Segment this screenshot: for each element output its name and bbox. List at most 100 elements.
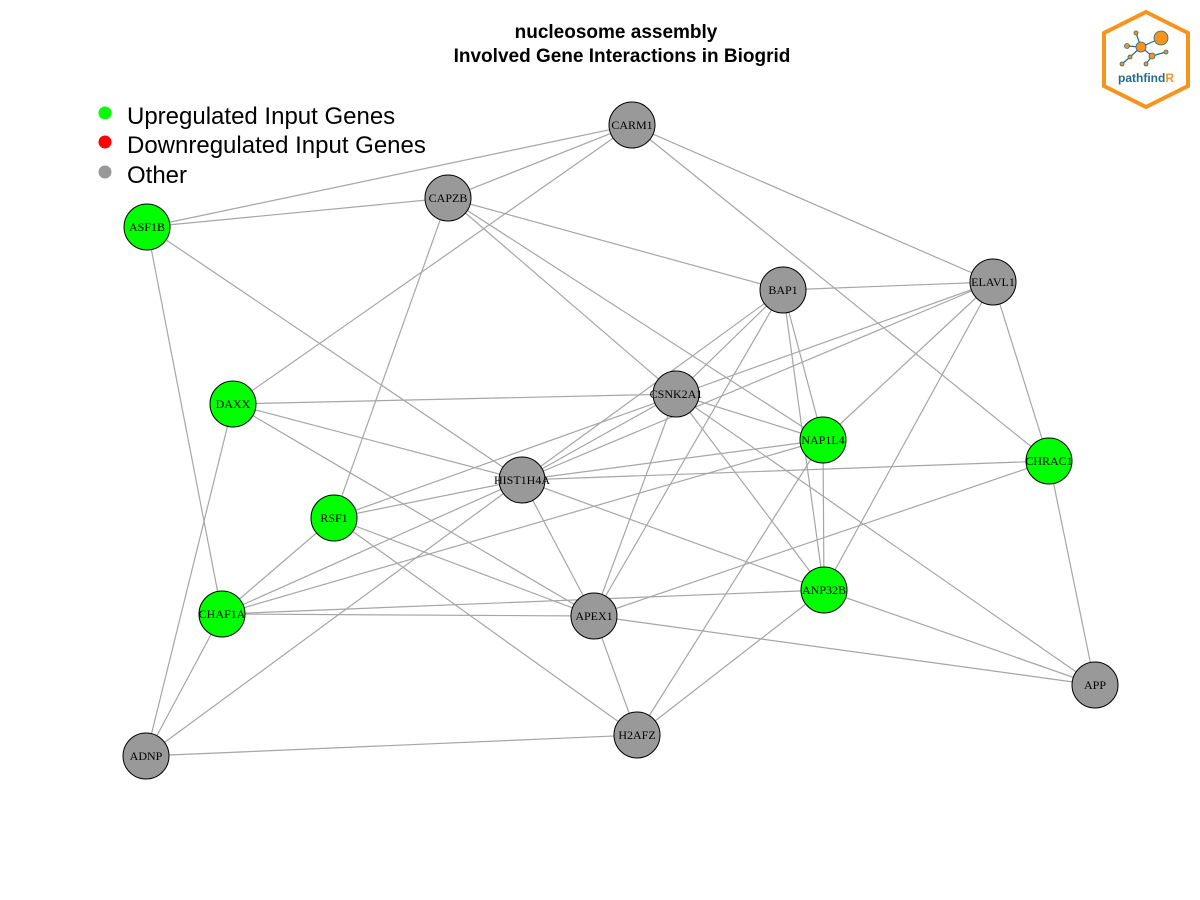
diagram-title-line-2: Involved Gene Interactions in Biogrid <box>454 46 791 67</box>
edge-rsf1-apex1 <box>333 517 595 617</box>
edge-elavl1-hist1h4a <box>521 281 994 481</box>
legend-label-downregulated: Downregulated Input Genes <box>127 132 426 159</box>
edge-elavl1-anp32b <box>823 281 994 591</box>
edge-csnk2a1-nap1l4 <box>675 393 824 441</box>
edge-chrac1-hist1h4a <box>521 460 1050 481</box>
edge-chaf1a-apex1 <box>221 613 595 617</box>
gene-node-circle <box>652 370 700 418</box>
gene-node-circle <box>123 203 171 251</box>
edge-anp32b-h2afz <box>636 589 825 736</box>
edge-csnk2a1-hist1h4a <box>521 393 677 481</box>
gene-node-anp32b: ANP32B <box>800 566 848 614</box>
gene-node-circle <box>759 266 807 314</box>
edge-chaf1a-adnp <box>145 613 223 757</box>
gene-node-csnk2a1: CSNK2A1 <box>650 370 703 418</box>
edge-elavl1-chrac1 <box>992 281 1050 462</box>
gene-node-label: CAPZB <box>429 191 468 205</box>
gene-node-label: CARM1 <box>611 118 652 132</box>
edge-daxx-adnp <box>145 403 234 757</box>
edge-hist1h4a-adnp <box>145 479 523 757</box>
edge-chrac1-app <box>1048 460 1096 686</box>
gene-node-carm1: CARM1 <box>608 101 656 149</box>
edge-asf1b-hist1h4a <box>146 226 523 481</box>
gene-node-label: ANP32B <box>802 583 846 597</box>
gene-node-label: ADNP <box>130 749 163 763</box>
gene-node-bap1: BAP1 <box>759 266 807 314</box>
gene-node-elavl1: ELAVL1 <box>969 258 1017 306</box>
gene-node-circle <box>209 380 257 428</box>
edge-elavl1-nap1l4 <box>822 281 994 441</box>
gene-node-circle <box>1071 661 1119 709</box>
legend-item-upregulated: Upregulated Input Genes <box>98 103 395 130</box>
edge-nap1l4-hist1h4a <box>521 439 824 481</box>
logo-hexagon <box>1102 9 1190 110</box>
edge-nap1l4-h2afz <box>636 439 824 736</box>
edge-csnk2a1-anp32b <box>675 393 825 591</box>
gene-node-label: HIST1H4A <box>494 473 550 487</box>
gene-node-label: DAXX <box>216 397 251 411</box>
edge-hist1h4a-anp32b <box>521 479 825 591</box>
gene-node-circle <box>310 494 358 542</box>
gene-node-h2afz: H2AFZ <box>613 711 661 759</box>
legend-dot-other <box>98 165 112 179</box>
edge-capzb-asf1b <box>146 197 449 228</box>
node-layer: CARM1 CAPZB ASF1B BAP1 ELAVL1 DAXX CSNK2A1 NAP1… <box>122 101 1119 780</box>
legend-item-other: Other <box>98 162 187 189</box>
gene-node-label: CHAF1A <box>199 607 246 621</box>
edge-csnk2a1-app <box>675 393 1096 686</box>
edge-asf1b-chaf1a <box>146 226 223 615</box>
gene-node-circle <box>1025 437 1073 485</box>
edge-bap1-elavl1 <box>782 281 994 291</box>
gene-node-label: APEX1 <box>575 609 612 623</box>
edge-anp32b-chaf1a <box>221 589 825 615</box>
gene-node-label: BAP1 <box>768 283 797 297</box>
edge-layer <box>145 124 1096 757</box>
edge-capzb-bap1 <box>447 197 784 291</box>
gene-node-label: ASF1B <box>129 220 165 234</box>
legend-label-upregulated: Upregulated Input Genes <box>127 103 395 130</box>
gene-node-label: APP <box>1084 678 1106 692</box>
gene-node-circle <box>498 456 546 504</box>
gene-node-apex1: APEX1 <box>570 592 618 640</box>
edge-daxx-apex1 <box>232 403 595 617</box>
edge-csnk2a1-apex1 <box>593 393 677 617</box>
legend-label-other: Other <box>127 162 187 189</box>
gene-node-label: H2AFZ <box>618 728 655 742</box>
diagram-title-line-1: nucleosome assembly <box>515 22 718 43</box>
edge-capzb-nap1l4 <box>447 197 824 441</box>
gene-node-circle <box>570 592 618 640</box>
edge-hist1h4a-chaf1a <box>221 479 523 615</box>
gene-node-chaf1a: CHAF1A <box>198 590 246 638</box>
edge-hist1h4a-rsf1 <box>333 479 523 519</box>
edge-daxx-hist1h4a <box>232 403 523 481</box>
edge-chrac1-apex1 <box>593 460 1050 617</box>
edge-rsf1-chaf1a <box>221 517 335 615</box>
legend-dot-upregulated <box>98 106 112 120</box>
gene-node-daxx: DAXX <box>209 380 257 428</box>
logo-wordmark: pathfindR <box>1118 71 1174 85</box>
edge-apex1-app <box>593 615 1096 686</box>
gene-node-label: CHRAC1 <box>1025 454 1072 468</box>
edge-carm1-asf1b <box>146 124 633 228</box>
edge-carm1-chrac1 <box>631 124 1050 462</box>
gene-node-circle <box>800 566 848 614</box>
edge-bap1-apex1 <box>593 289 784 617</box>
gene-node-circle <box>608 101 656 149</box>
edge-bap1-hist1h4a <box>521 289 784 481</box>
gene-node-circle <box>424 174 472 222</box>
gene-node-adnp: ADNP <box>122 732 170 780</box>
gene-node-label: CSNK2A1 <box>650 387 703 401</box>
gene-node-label: NAP1L4 <box>801 433 844 447</box>
gene-node-circle <box>122 732 170 780</box>
edge-rsf1-h2afz <box>333 517 638 736</box>
gene-node-rsf1: RSF1 <box>310 494 358 542</box>
edge-nap1l4-anp32b <box>822 439 825 591</box>
edge-capzb-csnk2a1 <box>447 197 677 395</box>
edge-bap1-nap1l4 <box>782 289 824 441</box>
gene-node-label: ELAVL1 <box>971 275 1015 289</box>
edge-nap1l4-chaf1a <box>221 439 824 615</box>
legend-item-downregulated: Downregulated Input Genes <box>98 132 426 159</box>
legend: Upregulated Input Genes Downregulated In… <box>98 103 426 189</box>
pathfindr-logo: pathfindR <box>1102 9 1190 110</box>
edge-anp32b-app <box>823 589 1096 686</box>
